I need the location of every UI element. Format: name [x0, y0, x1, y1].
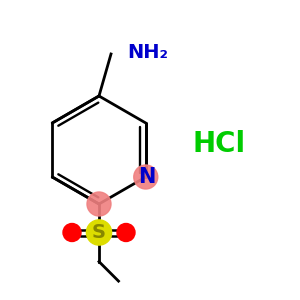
Text: S: S	[92, 223, 106, 242]
Circle shape	[86, 220, 112, 245]
Text: O: O	[118, 224, 134, 242]
Circle shape	[134, 165, 158, 189]
Circle shape	[87, 192, 111, 216]
Circle shape	[117, 224, 135, 242]
Text: N: N	[139, 167, 156, 187]
Text: HCl: HCl	[192, 130, 246, 158]
Circle shape	[63, 224, 81, 242]
Text: NH₂: NH₂	[128, 43, 169, 62]
Text: O: O	[64, 224, 80, 242]
